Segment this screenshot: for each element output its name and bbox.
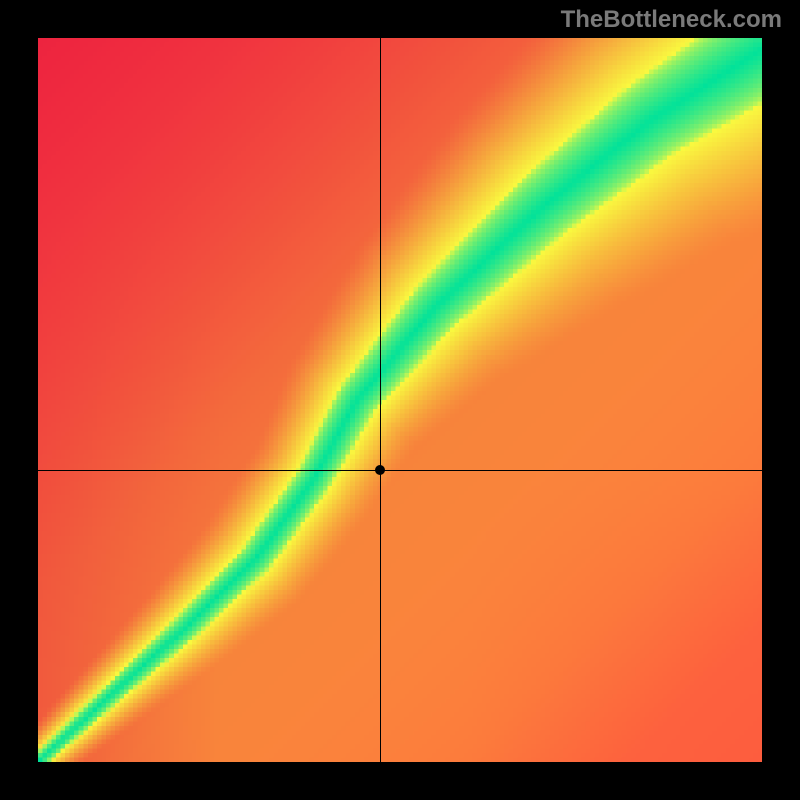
crosshair-horizontal	[38, 470, 762, 471]
bottleneck-heatmap	[38, 38, 762, 762]
watermark-text: TheBottleneck.com	[561, 6, 782, 34]
crosshair-vertical	[380, 38, 381, 762]
